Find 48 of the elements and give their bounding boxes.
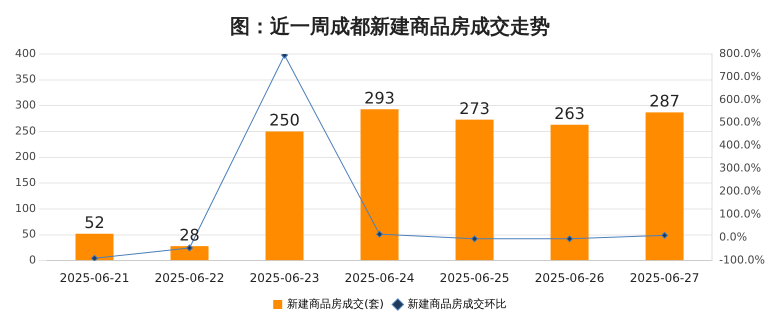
data-label: 263 xyxy=(554,104,585,123)
point xyxy=(566,235,574,242)
y2-tick-label: -100.0% xyxy=(719,253,766,266)
bar xyxy=(646,112,684,260)
data-label: 293 xyxy=(364,88,395,108)
y2-tick-label: 400.0% xyxy=(719,138,762,152)
bar xyxy=(456,120,494,260)
y-tick-label: 300 xyxy=(14,98,36,112)
y2-tick-label: 300.0% xyxy=(719,162,762,175)
x-tick-label: 2025-06-26 xyxy=(534,270,604,285)
y-tick-label: 400 xyxy=(14,46,36,60)
data-label: 52 xyxy=(84,212,105,232)
x-tick-label: 2025-06-22 xyxy=(154,270,224,285)
y2-tick-label: 500.0% xyxy=(719,116,762,129)
legend-label: 新建商品房成交(套) xyxy=(287,297,384,310)
x-tick-label: 2025-06-24 xyxy=(344,270,414,285)
x-tick-label: 2025-06-23 xyxy=(250,270,320,285)
point xyxy=(471,235,478,242)
y2-tick-label: 700.0% xyxy=(719,70,762,83)
point xyxy=(91,254,98,261)
data-label: 273 xyxy=(459,98,490,118)
bar xyxy=(170,246,209,260)
y-tick-label: 100 xyxy=(14,202,36,215)
data-label: 250 xyxy=(269,110,300,130)
y-tick-label: 0 xyxy=(28,253,36,266)
y2-tick-label: 600.0% xyxy=(719,92,762,106)
chart-title: 图：近一周成都新建商品房成交走势 xyxy=(230,14,550,38)
bar xyxy=(266,131,304,260)
y-tick-label: 350 xyxy=(14,72,36,86)
y2-tick-label: 100.0% xyxy=(719,208,762,221)
point xyxy=(661,232,668,239)
x-tick-label: 2025-06-25 xyxy=(440,270,510,285)
point xyxy=(186,244,194,252)
y-tick-label: 50 xyxy=(22,228,36,241)
bar xyxy=(550,124,589,260)
point xyxy=(376,230,384,238)
bar xyxy=(76,234,114,260)
y2-tick-label: 0.0% xyxy=(719,230,748,244)
y2-tick-label: 200.0% xyxy=(719,184,762,198)
y2-tick-label: 800.0% xyxy=(719,46,762,60)
y-tick-label: 200 xyxy=(14,150,36,164)
y-tick-label: 250 xyxy=(14,124,36,138)
legend-label: 新建商品房成交环比 xyxy=(407,297,506,310)
y-tick-label: 150 xyxy=(14,176,36,189)
data-label: 287 xyxy=(649,92,680,111)
bar xyxy=(360,109,399,260)
x-tick-label: 2025-06-27 xyxy=(630,270,700,285)
x-tick-label: 2025-06-21 xyxy=(60,270,130,285)
